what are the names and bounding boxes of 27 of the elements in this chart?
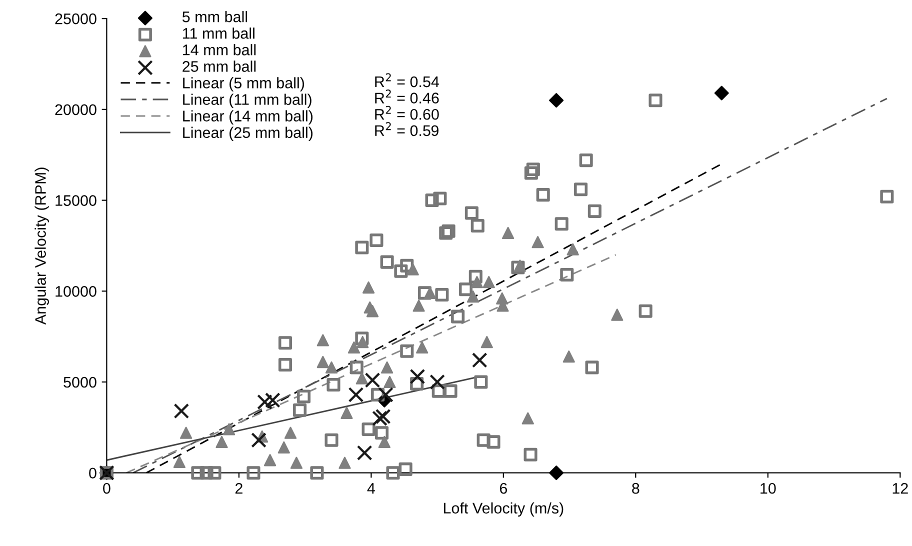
annotation: R$^{2}$ = 0.46 <box>375 90 439 104</box>
x-tick-label: 4 <box>367 483 375 494</box>
y-tick-label: 10000 <box>56 286 96 297</box>
y-tick-label: 0 <box>89 468 96 479</box>
x-tick-label: 6 <box>500 482 507 494</box>
x-tick-label: 8 <box>632 482 640 494</box>
annotation: R$^{2}$ = 0.59 <box>375 122 438 136</box>
y-tick-label: 25000 <box>55 13 96 24</box>
legend-label: Linear (11 mm ball) <box>183 94 312 108</box>
y-axis-title: Angular Velocity (RPM) <box>34 168 49 325</box>
annotation: R$^{2}$ = 0.54 <box>375 73 440 88</box>
legend-label: Linear (25 mm ball) <box>183 126 313 142</box>
legend-label: 25 mm ball <box>182 60 256 72</box>
y-tick-label: 5000 <box>64 376 96 388</box>
legend-label: Linear (5 mm ball) <box>183 77 304 92</box>
x-tick-label: 10 <box>760 482 776 494</box>
legend-label: 5 mm ball <box>182 11 248 22</box>
annotation: R$^{2}$ = 0.60 <box>375 106 439 120</box>
x-tick-label: 0 <box>103 482 110 494</box>
x-axis-title: Loft Velocity (m/s) <box>444 502 564 517</box>
legend-label: 14 mm ball <box>183 44 256 56</box>
legend-label: Linear (14 mm ball) <box>183 110 313 124</box>
x-tick-label: 2 <box>235 482 242 494</box>
y-tick-label: 20000 <box>55 104 96 116</box>
legend-label: 11 mm ball <box>183 28 254 39</box>
x-tick-label: 12 <box>892 482 908 494</box>
y-tick-label: 15000 <box>56 195 96 206</box>
